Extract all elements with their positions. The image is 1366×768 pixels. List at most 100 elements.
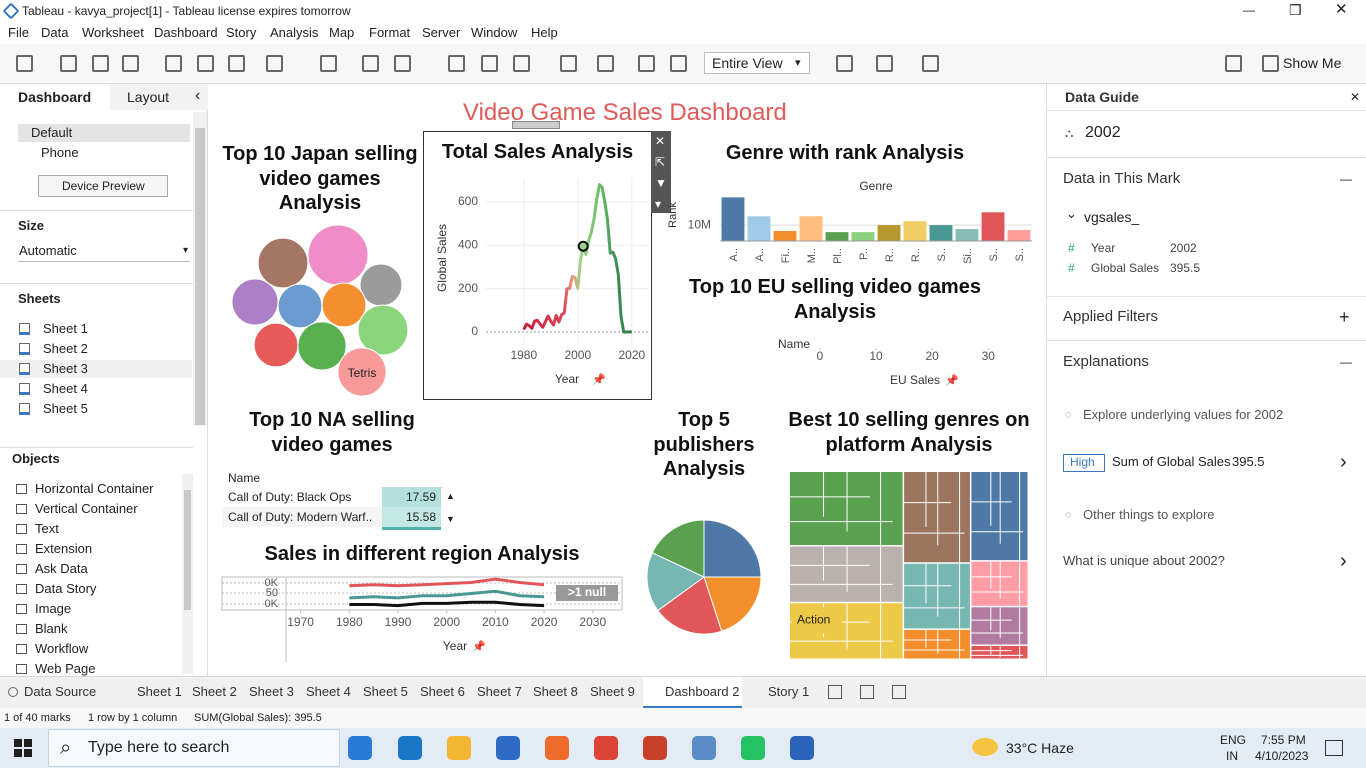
toolbar-button[interactable] <box>597 55 614 72</box>
zone-tool[interactable]: ⇱ <box>655 155 666 169</box>
object-item[interactable]: Image <box>35 601 72 616</box>
sheet-tab[interactable]: Sheet 9 <box>590 684 635 699</box>
object-item[interactable]: Ask Data <box>35 561 88 576</box>
toolbar-button[interactable] <box>16 55 33 72</box>
scroll-up[interactable]: ▲ <box>446 491 455 501</box>
toolbar-button[interactable] <box>670 55 687 72</box>
object-item[interactable]: Data Story <box>35 581 97 596</box>
toolbar-button[interactable] <box>394 55 411 72</box>
taskbar-app[interactable] <box>398 736 422 760</box>
taskbar-app[interactable] <box>496 736 520 760</box>
menu-item[interactable]: Analysis <box>270 25 319 40</box>
object-item[interactable]: Text <box>35 521 59 536</box>
collapse[interactable]: — <box>1340 172 1352 186</box>
toolbar-button[interactable] <box>197 55 214 72</box>
sheet-item[interactable]: Sheet 2 <box>43 341 88 356</box>
sheet-item[interactable]: Sheet 5 <box>43 401 88 416</box>
restore[interactable]: ❐ <box>1289 2 1302 18</box>
taskbar-app[interactable] <box>447 736 471 760</box>
sheet-tab[interactable]: Data Source <box>24 684 97 699</box>
device-preview-button[interactable] <box>38 175 168 197</box>
menu-item[interactable]: Server <box>422 25 461 40</box>
taskbar-app[interactable] <box>741 736 765 760</box>
zone-tool[interactable]: ▼ <box>655 176 667 190</box>
taskbar-app[interactable] <box>643 736 667 760</box>
toolbar-button[interactable] <box>122 55 139 72</box>
toolbar-button[interactable] <box>1225 55 1242 72</box>
device-item[interactable]: Default <box>31 125 73 140</box>
toolbar-button[interactable] <box>513 55 530 72</box>
menu-item[interactable]: Story <box>226 25 257 40</box>
toolbar-button[interactable] <box>638 55 655 72</box>
object-item[interactable]: Blank <box>35 621 68 636</box>
sheet-tab[interactable]: Sheet 3 <box>249 684 294 699</box>
notifications[interactable] <box>1325 740 1343 756</box>
explore-link[interactable]: Other things to explore <box>1083 507 1215 522</box>
menu-item[interactable]: Worksheet <box>82 25 144 40</box>
new-tab-button[interactable] <box>892 685 906 699</box>
zone-tool[interactable]: ▾ <box>655 197 662 211</box>
menu-item[interactable]: Dashboard <box>154 25 218 40</box>
object-item[interactable]: Workflow <box>35 641 89 656</box>
toolbar-button[interactable] <box>60 55 77 72</box>
taskbar-app[interactable] <box>348 736 372 760</box>
minimize[interactable]: — <box>1243 3 1255 17</box>
menu-item[interactable]: Map <box>329 25 355 40</box>
toolbar-button[interactable] <box>362 55 379 72</box>
toolbar-button[interactable] <box>165 55 182 72</box>
size-dropdown[interactable]: Automatic <box>19 243 77 258</box>
tab-dashboard[interactable]: Dashboard <box>18 89 92 105</box>
close-panel[interactable]: ✕ <box>1350 90 1361 104</box>
search-box[interactable] <box>48 729 340 767</box>
object-item[interactable]: Vertical Container <box>35 501 138 516</box>
collapse[interactable]: ‹ <box>195 87 201 104</box>
object-item[interactable]: Horizontal Container <box>35 481 154 496</box>
object-item[interactable]: Web Page <box>35 661 96 676</box>
sheet-item[interactable]: Sheet 1 <box>43 321 88 336</box>
sheet-tab[interactable]: Sheet 5 <box>363 684 408 699</box>
explanation-measure[interactable]: Sum of Global Sales <box>1112 454 1231 469</box>
toolbar-button[interactable] <box>560 55 577 72</box>
expand[interactable]: + <box>1339 307 1350 327</box>
view-dropdown[interactable] <box>704 52 810 74</box>
collapse[interactable]: — <box>1340 355 1352 369</box>
sheet-tab[interactable]: Sheet 2 <box>192 684 237 699</box>
toolbar-button[interactable] <box>448 55 465 72</box>
taskbar-app[interactable] <box>545 736 569 760</box>
tab-layout[interactable]: Layout <box>127 89 170 105</box>
sheet-tab[interactable]: Sheet 8 <box>533 684 578 699</box>
sheet-tab[interactable]: Story 1 <box>768 684 810 699</box>
taskbar-app[interactable] <box>692 736 716 760</box>
toolbar-button[interactable] <box>320 55 337 72</box>
chevron[interactable]: ⌄ <box>1066 206 1077 221</box>
sheet-item[interactable]: Sheet 4 <box>43 381 88 396</box>
taskbar-app[interactable] <box>790 736 814 760</box>
sheet-tab[interactable]: Sheet 6 <box>420 684 465 699</box>
scroll-down[interactable]: ▼ <box>446 514 455 524</box>
sheet-tab[interactable]: Sheet 7 <box>477 684 522 699</box>
toolbar-button[interactable] <box>228 55 245 72</box>
toolbar-button[interactable] <box>266 55 283 72</box>
sheet-tab[interactable]: Dashboard 2 <box>665 684 740 699</box>
object-item[interactable]: Extension <box>35 541 93 556</box>
toolbar-button[interactable] <box>836 55 853 72</box>
explore-link[interactable]: What is unique about 2002? <box>1063 553 1225 568</box>
taskbar-app[interactable] <box>594 736 618 760</box>
explore-link[interactable]: Explore underlying values for 2002 <box>1083 407 1284 422</box>
toolbar-button[interactable] <box>876 55 893 72</box>
menu-item[interactable]: Window <box>471 25 518 40</box>
sheet-tab[interactable]: Sheet 4 <box>306 684 351 699</box>
menu-item[interactable]: Data <box>41 25 69 40</box>
sheet-item[interactable]: Sheet 3 <box>43 361 88 376</box>
toolbar-button[interactable] <box>92 55 109 72</box>
menu-item[interactable]: File <box>8 25 29 40</box>
toolbar-button[interactable] <box>481 55 498 72</box>
toolbar-button[interactable] <box>1262 55 1279 72</box>
show-me-button[interactable]: Show Me <box>1283 55 1342 71</box>
sheet-tab[interactable]: Sheet 1 <box>137 684 182 699</box>
toolbar-button[interactable] <box>922 55 939 72</box>
new-tab-button[interactable] <box>828 685 842 699</box>
new-tab-button[interactable] <box>860 685 874 699</box>
menu-item[interactable]: Help <box>531 25 558 40</box>
close[interactable]: ✕ <box>1335 1 1348 18</box>
